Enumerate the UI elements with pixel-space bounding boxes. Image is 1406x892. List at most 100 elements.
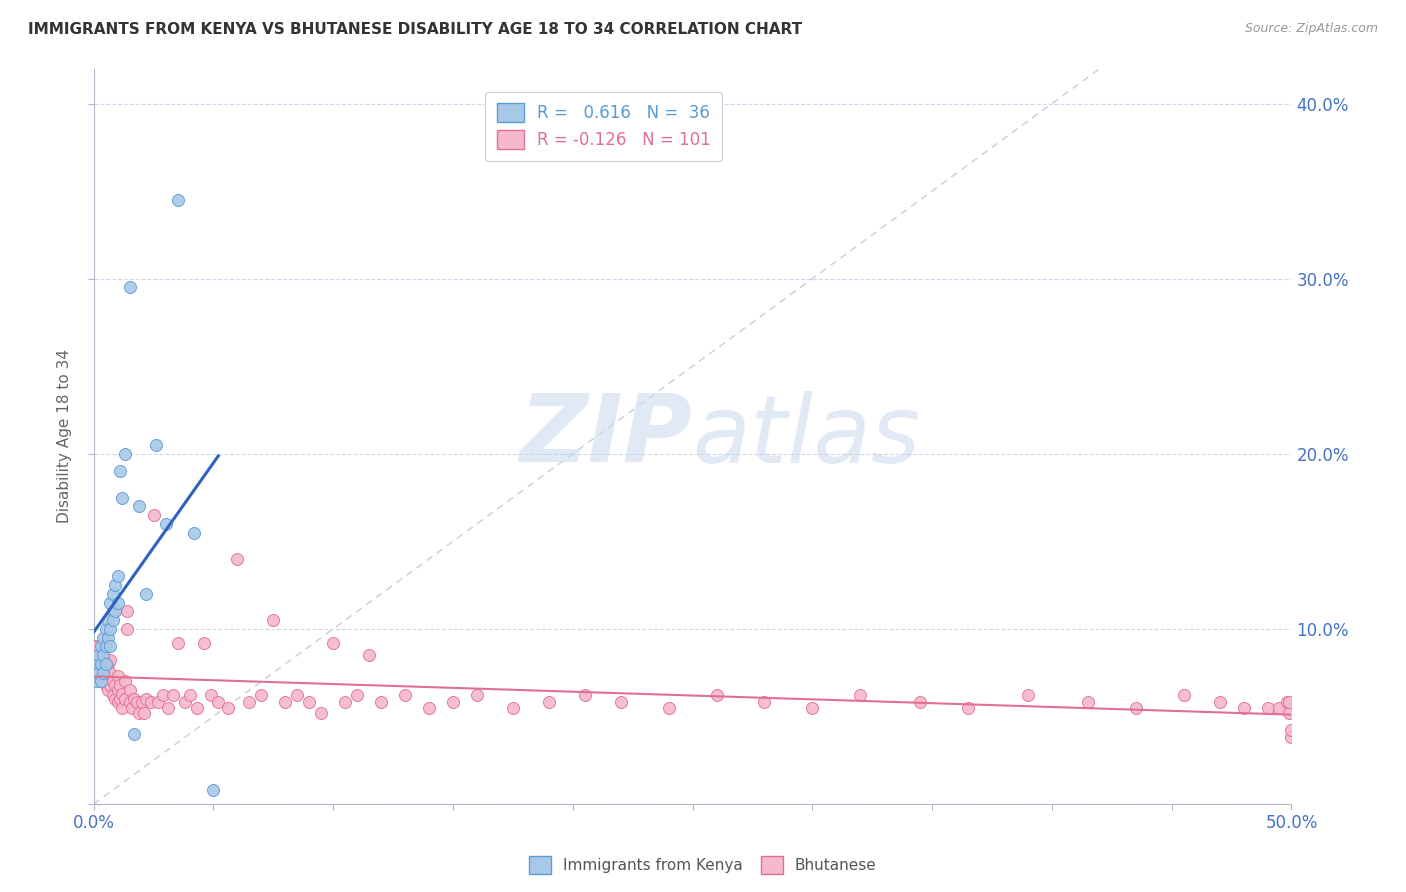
Point: [1077, 695, 1099, 709]
Point: [90, 674, 112, 689]
Point: [609, 695, 631, 709]
Text: IMMIGRANTS FROM KENYA VS BHUTANESE DISABILITY AGE 18 TO 34 CORRELATION CHART: IMMIGRANTS FROM KENYA VS BHUTANESE DISAB…: [28, 22, 803, 37]
Point: [101, 674, 124, 689]
Point: [91, 671, 114, 685]
Point: [100, 665, 122, 680]
Point: [162, 689, 184, 703]
Point: [90, 657, 112, 671]
Point: [574, 689, 596, 703]
Point: [97, 669, 120, 683]
Point: [155, 516, 177, 531]
Point: [94, 657, 117, 671]
Point: [502, 700, 524, 714]
Point: [346, 689, 368, 703]
Point: [1208, 695, 1230, 709]
Point: [94, 622, 117, 636]
Point: [250, 689, 273, 703]
Point: [104, 578, 127, 592]
Point: [114, 674, 136, 689]
Point: [359, 648, 381, 662]
Point: [418, 700, 440, 714]
Point: [97, 631, 120, 645]
Point: [124, 692, 146, 706]
Legend: Immigrants from Kenya, Bhutanese: Immigrants from Kenya, Bhutanese: [523, 850, 883, 880]
Point: [801, 700, 824, 714]
Point: [87, 648, 110, 662]
Point: [100, 653, 122, 667]
Point: [335, 695, 357, 709]
Point: [111, 491, 134, 505]
Point: [104, 604, 127, 618]
Point: [100, 678, 122, 692]
Point: [370, 695, 392, 709]
Point: [207, 695, 229, 709]
Point: [111, 687, 134, 701]
Point: [84, 640, 107, 654]
Point: [107, 569, 129, 583]
Point: [132, 706, 155, 720]
Point: [1275, 695, 1298, 709]
Point: [97, 683, 120, 698]
Point: [108, 464, 131, 478]
Point: [97, 613, 120, 627]
Point: [1017, 689, 1039, 703]
Point: [94, 640, 117, 654]
Text: ZIP: ZIP: [520, 391, 693, 483]
Point: [90, 648, 112, 662]
Point: [1268, 700, 1291, 714]
Point: [1232, 700, 1254, 714]
Point: [957, 700, 980, 714]
Point: [156, 700, 179, 714]
Point: [101, 613, 124, 627]
Legend: R =   0.616   N =  36, R = -0.126   N = 101: R = 0.616 N = 36, R = -0.126 N = 101: [485, 92, 723, 161]
Point: [91, 640, 114, 654]
Point: [124, 727, 146, 741]
Point: [394, 689, 416, 703]
Point: [183, 525, 205, 540]
Point: [101, 689, 124, 703]
Point: [121, 700, 143, 714]
Point: [1278, 706, 1301, 720]
Point: [226, 551, 249, 566]
Point: [90, 660, 112, 674]
Point: [104, 692, 127, 706]
Point: [135, 587, 157, 601]
Point: [128, 706, 150, 720]
Point: [114, 692, 136, 706]
Point: [1281, 731, 1303, 745]
Point: [84, 657, 107, 671]
Point: [94, 653, 117, 667]
Point: [100, 596, 122, 610]
Point: [298, 695, 321, 709]
Point: [908, 695, 931, 709]
Point: [200, 689, 222, 703]
Point: [84, 674, 107, 689]
Point: [117, 622, 139, 636]
Point: [114, 447, 136, 461]
Point: [1278, 695, 1301, 709]
Text: Source: ZipAtlas.com: Source: ZipAtlas.com: [1244, 22, 1378, 36]
Point: [1256, 700, 1278, 714]
Point: [537, 695, 560, 709]
Point: [274, 695, 297, 709]
Point: [100, 640, 122, 654]
Point: [465, 689, 488, 703]
Point: [107, 695, 129, 709]
Point: [186, 700, 208, 714]
Point: [142, 508, 165, 522]
Point: [145, 438, 167, 452]
Point: [193, 636, 215, 650]
Point: [441, 695, 464, 709]
Point: [179, 689, 201, 703]
Point: [131, 695, 153, 709]
Point: [104, 678, 127, 692]
Point: [148, 695, 170, 709]
Point: [754, 695, 776, 709]
Point: [1125, 700, 1147, 714]
Point: [1281, 723, 1303, 738]
Point: [173, 695, 195, 709]
Point: [107, 683, 129, 698]
Point: [107, 669, 129, 683]
Point: [849, 689, 872, 703]
Point: [706, 689, 728, 703]
